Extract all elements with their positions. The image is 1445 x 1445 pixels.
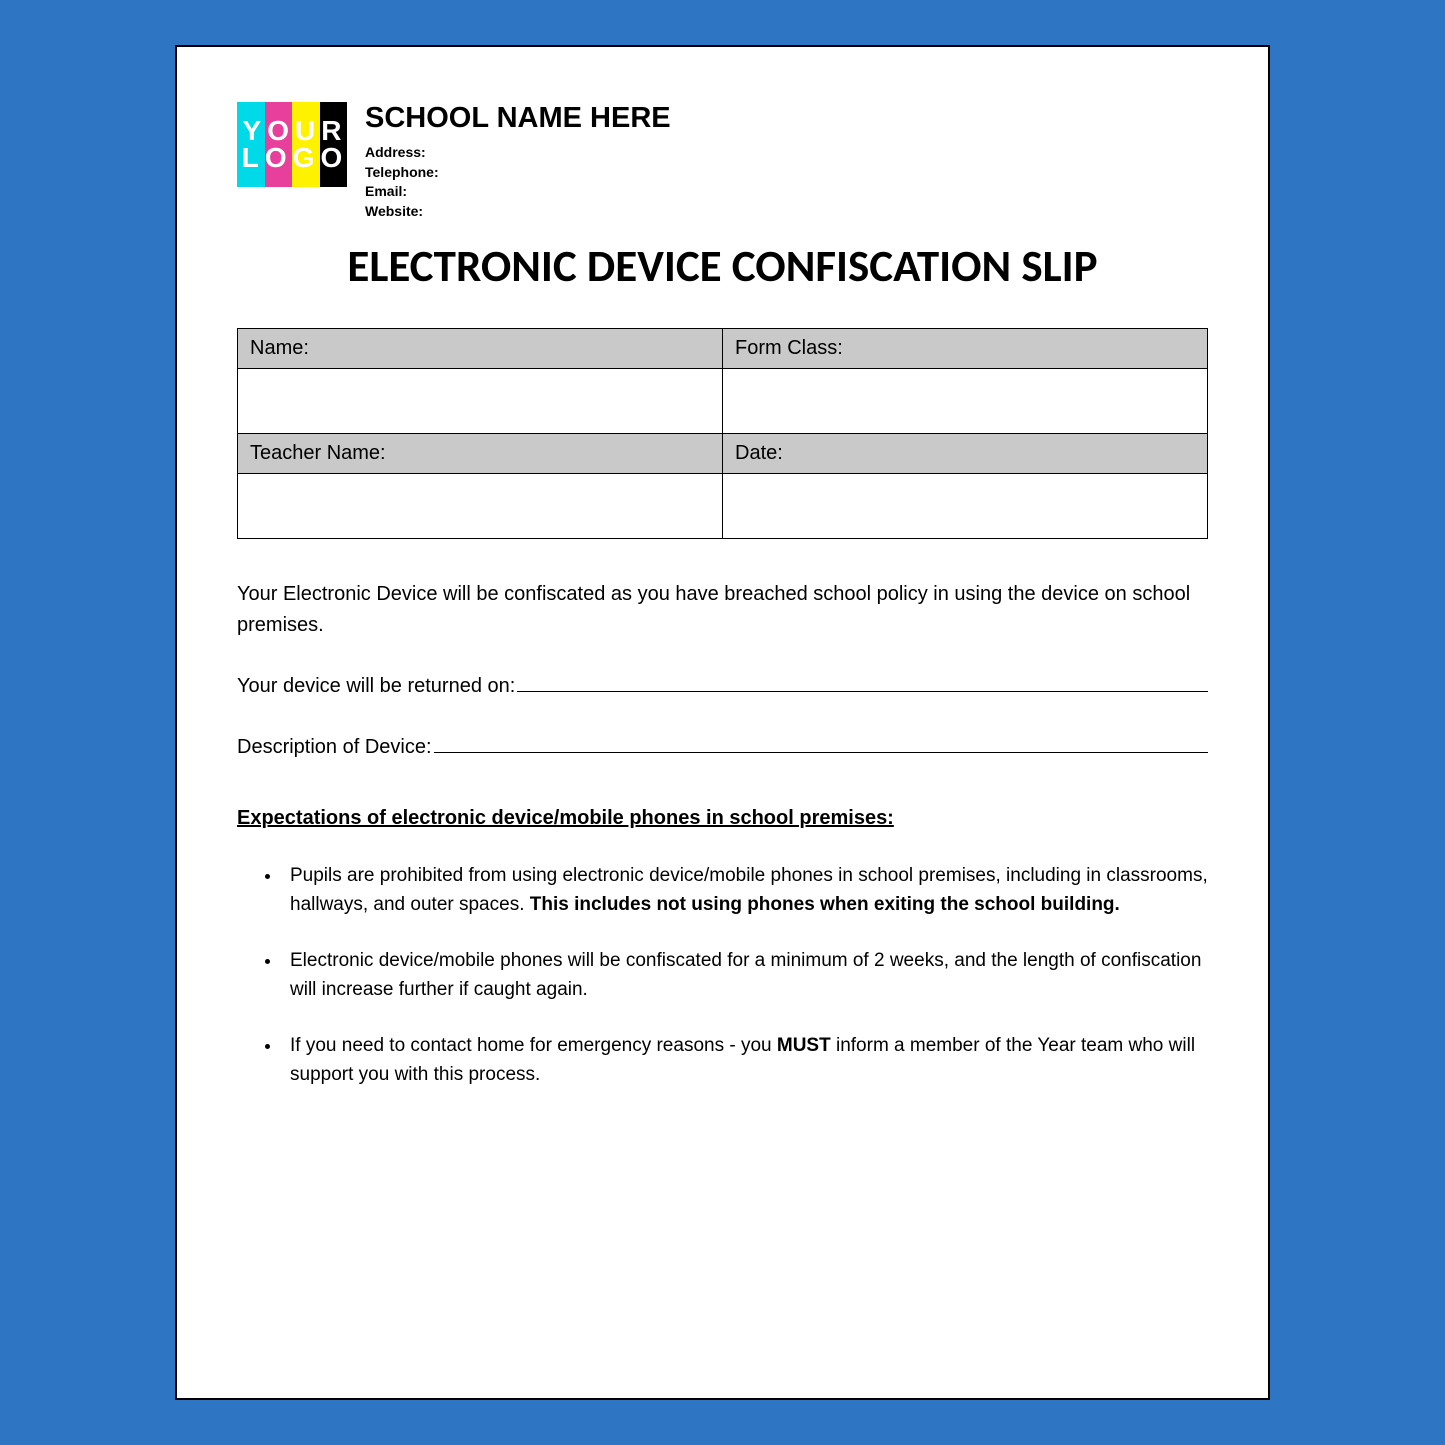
description-line: Description of Device: (237, 732, 1208, 763)
bullet-3: If you need to contact home for emergenc… (282, 1032, 1208, 1089)
name-label-cell: Name: (238, 329, 723, 369)
date-label-cell: Date: (723, 434, 1208, 474)
date-input-cell[interactable] (723, 474, 1208, 539)
school-name: SCHOOL NAME HERE (365, 102, 671, 135)
confiscation-paragraph: Your Electronic Device will be confiscat… (237, 579, 1208, 641)
teacher-name-input-cell[interactable] (238, 474, 723, 539)
description-blank[interactable] (434, 733, 1208, 753)
form-table: Name: Form Class: Teacher Name: Date: (237, 328, 1208, 539)
return-date-line: Your device will be returned on: (237, 671, 1208, 702)
school-info: SCHOOL NAME HERE Address: Telephone: Ema… (365, 102, 671, 221)
form-class-label-cell: Form Class: (723, 329, 1208, 369)
return-date-label: Your device will be returned on: (237, 671, 515, 702)
description-label: Description of Device: (237, 732, 432, 763)
logo-text: YOUR LOGO (237, 102, 347, 187)
header-section: YOUR LOGO SCHOOL NAME HERE Address: Tele… (237, 102, 1208, 221)
logo-text-line2: LOGO (236, 145, 348, 172)
outer-frame: YOUR LOGO SCHOOL NAME HERE Address: Tele… (0, 0, 1445, 1445)
contact-address: Address: (365, 143, 671, 163)
bullet-1-bold: This includes not using phones when exit… (530, 894, 1120, 915)
contact-email: Email: (365, 182, 671, 202)
bullet-1: Pupils are prohibited from using electro… (282, 862, 1208, 919)
name-input-cell[interactable] (238, 369, 723, 434)
form-class-input-cell[interactable] (723, 369, 1208, 434)
contact-telephone: Telephone: (365, 163, 671, 183)
logo-text-line1: YOUR (237, 118, 348, 145)
bullet-2: Electronic device/mobile phones will be … (282, 947, 1208, 1004)
document-page: YOUR LOGO SCHOOL NAME HERE Address: Tele… (175, 45, 1270, 1400)
document-title: ELECTRONIC DEVICE CONFISCATION SLIP (237, 241, 1208, 293)
logo-placeholder: YOUR LOGO (237, 102, 347, 187)
bullet-3-pre: If you need to contact home for emergenc… (290, 1035, 777, 1056)
contact-website: Website: (365, 202, 671, 222)
teacher-name-label-cell: Teacher Name: (238, 434, 723, 474)
return-date-blank[interactable] (517, 672, 1208, 692)
bullet-3-bold: MUST (777, 1035, 831, 1056)
expectations-list: Pupils are prohibited from using electro… (237, 862, 1208, 1089)
expectations-heading: Expectations of electronic device/mobile… (237, 803, 1208, 834)
